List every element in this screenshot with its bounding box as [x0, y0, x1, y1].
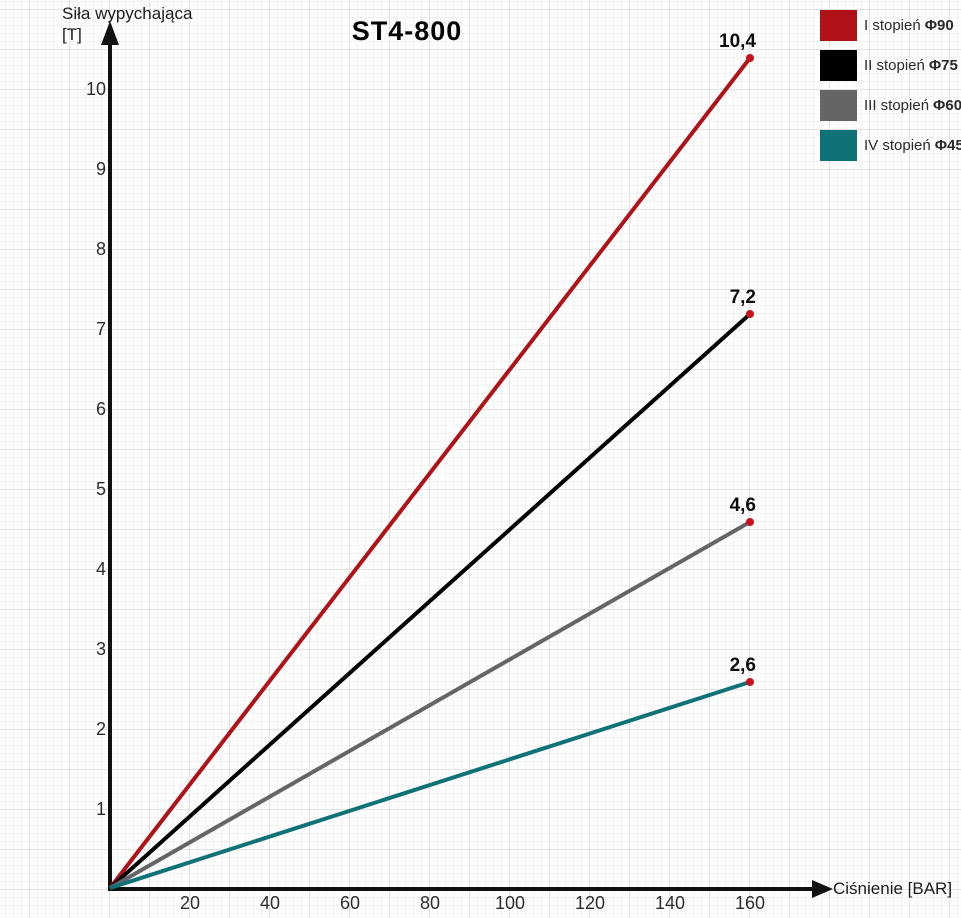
- series-end-marker: [746, 54, 754, 62]
- y-axis-label: Siła wypychająca: [62, 4, 193, 23]
- series-end-label: 4,6: [729, 495, 756, 516]
- x-tick-label: 160: [734, 893, 766, 913]
- x-axis-arrow-icon: [812, 880, 833, 898]
- legend-label-phi: Φ90: [924, 17, 954, 34]
- legend-label: I stopień Φ90: [864, 17, 954, 34]
- series-end-marker: [746, 678, 754, 686]
- legend-label-text: I stopień: [864, 17, 921, 34]
- x-tick-label: 140: [654, 893, 686, 913]
- y-tick-label: 10: [85, 79, 106, 99]
- x-tick-label: 80: [419, 893, 441, 913]
- y-tick-label: 3: [95, 639, 106, 659]
- series-line: [108, 56, 752, 890]
- series-line: [108, 312, 752, 890]
- legend-label: II stopień Φ75: [864, 57, 958, 74]
- series-end-label: 7,2: [729, 287, 756, 308]
- legend-label-phi: Φ60: [933, 97, 961, 114]
- legend-label-phi: Φ45: [934, 137, 961, 154]
- y-tick-label: 9: [95, 159, 106, 179]
- y-axis-unit: [T]: [62, 25, 82, 44]
- chart-title: ST4-800: [351, 16, 463, 46]
- x-tick-label: 60: [339, 893, 361, 913]
- y-tick-label: 1: [95, 799, 106, 819]
- legend-label: IV stopień Φ45: [864, 137, 961, 154]
- y-tick-label: 7: [95, 319, 106, 339]
- legend-label-text: IV stopień: [864, 137, 931, 154]
- legend-label-text: III stopień: [864, 97, 930, 114]
- legend-item: I stopień Φ90: [820, 10, 961, 41]
- x-axis-title: Ciśnienie [BAR]: [833, 879, 953, 898]
- legend-label: III stopień Φ60: [864, 97, 961, 114]
- legend-swatch-icon: [820, 130, 857, 161]
- y-tick-label: 5: [95, 479, 106, 499]
- y-tick-label: 4: [95, 559, 106, 579]
- legend-item: II stopień Φ75: [820, 50, 961, 81]
- series-line: [109, 520, 751, 890]
- series-end-label: 2,6: [729, 655, 756, 676]
- legend-swatch-icon: [820, 10, 857, 41]
- y-tick-label: 6: [95, 399, 106, 419]
- series-end-marker: [746, 310, 754, 318]
- x-tick-label: 100: [494, 893, 526, 913]
- series-end-label: 10,4: [719, 31, 756, 52]
- legend: I stopień Φ90 II stopień Φ75 III stopień Φ6…: [820, 10, 961, 170]
- legend-item: III stopień Φ60: [820, 90, 961, 121]
- y-axis-title: Siła wypychająca [T]: [62, 3, 192, 45]
- legend-label-text: II stopień: [864, 57, 925, 74]
- y-tick-label: 2: [95, 719, 106, 739]
- legend-swatch-icon: [820, 90, 857, 121]
- x-tick-label: 20: [179, 893, 201, 913]
- legend-item: IV stopień Φ45: [820, 130, 961, 161]
- x-tick-label: 40: [259, 893, 281, 913]
- series-line: [109, 680, 751, 890]
- x-tick-label: 120: [574, 893, 606, 913]
- legend-label-phi: Φ75: [928, 57, 958, 74]
- legend-swatch-icon: [820, 50, 857, 81]
- y-tick-label: 8: [95, 239, 106, 259]
- y-axis-arrow-icon: [101, 21, 119, 45]
- series-end-marker: [746, 518, 754, 526]
